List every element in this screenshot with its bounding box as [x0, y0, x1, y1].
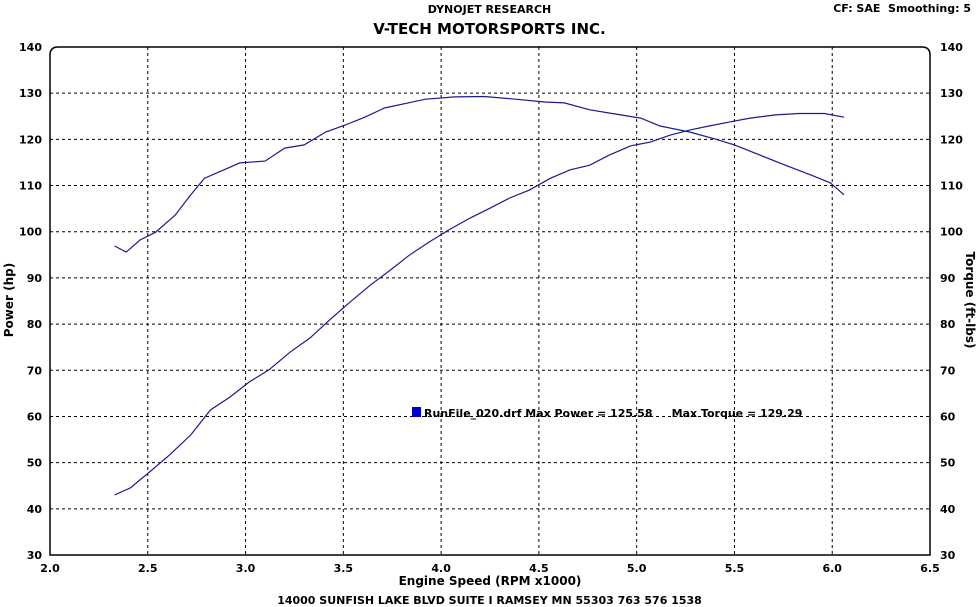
x-tick-label: 6.5	[920, 562, 940, 575]
y-tick-label: 50	[27, 457, 43, 470]
y2-tick-label: 130	[940, 87, 963, 100]
y-tick-label: 70	[27, 364, 43, 377]
y2-tick-label: 120	[940, 133, 963, 146]
grid	[50, 47, 930, 555]
y-tick-label: 90	[27, 272, 43, 285]
settings-text: CF: SAE Smoothing: 5	[833, 2, 971, 15]
y-tick-label: 60	[27, 410, 43, 423]
legend-marker	[412, 407, 421, 417]
x-tick-label: 2.0	[40, 562, 60, 575]
x-axis-title: Engine Speed (RPM x1000)	[399, 574, 582, 588]
y-tick-label: 40	[27, 503, 43, 516]
y2-tick-label: 50	[940, 457, 956, 470]
y-tick-label: 100	[19, 226, 42, 239]
x-tick-label: 2.5	[138, 562, 158, 575]
y-axis-title: Power (hp)	[2, 263, 16, 337]
torque-curve	[114, 95, 845, 253]
y-tick-label: 80	[27, 318, 43, 331]
legend-text: RunFile_020.drf Max Power = 125.58 Max T…	[424, 407, 802, 420]
x-tick-label: 5.0	[627, 562, 647, 575]
y2-tick-label: 70	[940, 364, 956, 377]
y2-tick-label: 80	[940, 318, 956, 331]
x-tick-label: 3.5	[334, 562, 354, 575]
footer-address: 14000 SUNFISH LAKE BLVD SUITE I RAMSEY M…	[277, 594, 702, 607]
y-tick-label: 110	[19, 180, 42, 193]
x-tick-label: 3.0	[236, 562, 256, 575]
y-tick-label: 30	[27, 549, 43, 562]
plot-frame	[49, 46, 931, 556]
y2-tick-label: 40	[940, 503, 956, 516]
x-tick-label: 4.0	[431, 562, 451, 575]
y-tick-label: 140	[19, 41, 42, 54]
chart-title: V-TECH MOTORSPORTS INC.	[373, 20, 606, 38]
y2-axis-title: Torque (ft-lbs)	[963, 252, 977, 349]
y-tick-label: 120	[19, 133, 42, 146]
y-tick-label: 130	[19, 87, 42, 100]
company-name: DYNOJET RESEARCH	[427, 3, 552, 16]
y2-tick-label: 110	[940, 180, 963, 193]
x-tick-label: 5.5	[725, 562, 745, 575]
x-tick-label: 6.0	[822, 562, 842, 575]
x-tick-label: 4.5	[529, 562, 549, 575]
y2-tick-label: 100	[940, 226, 963, 239]
y2-tick-label: 60	[940, 410, 956, 423]
y2-tick-label: 30	[940, 549, 956, 562]
y2-tick-label: 90	[940, 272, 956, 285]
y2-tick-label: 140	[940, 41, 963, 54]
power-curve	[114, 112, 845, 496]
